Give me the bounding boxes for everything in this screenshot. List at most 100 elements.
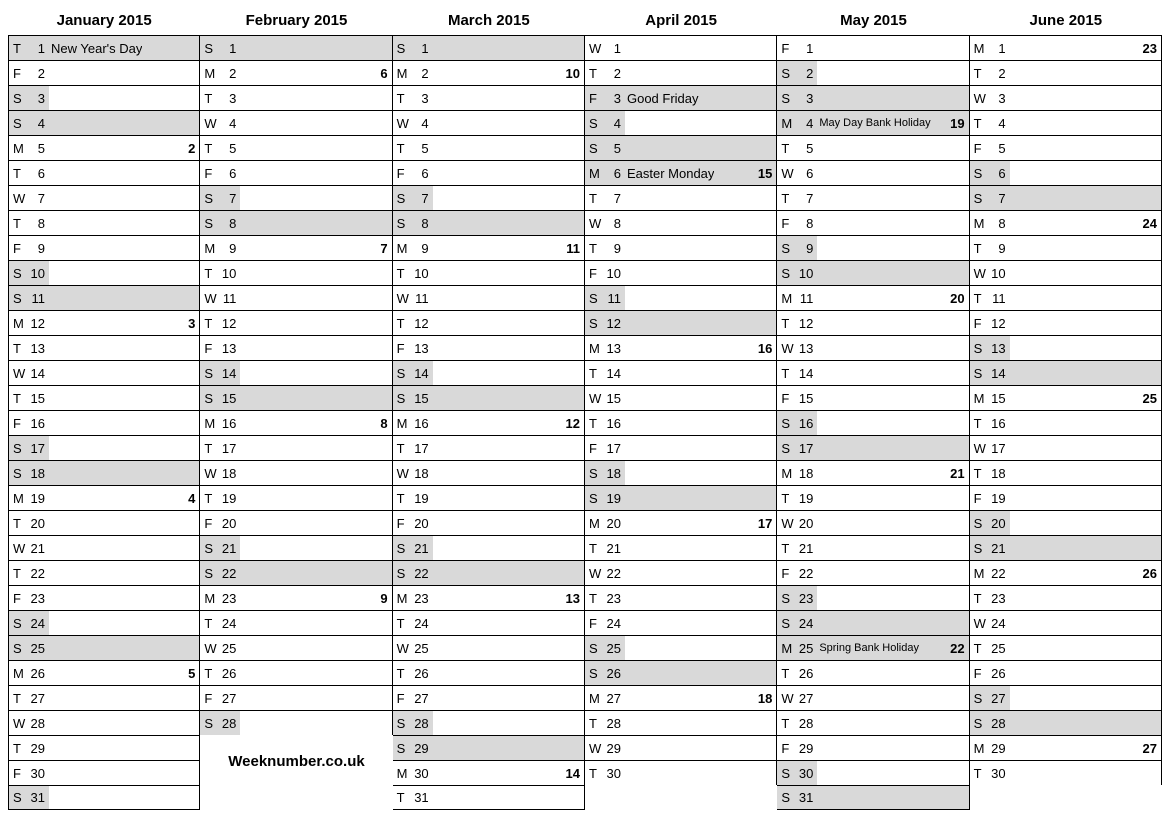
week-number: 3 xyxy=(188,316,199,331)
day-row: W18 xyxy=(200,460,392,485)
day-of-week: S xyxy=(393,366,411,381)
day-number: 20 xyxy=(988,516,1010,531)
day-row: W25 xyxy=(393,635,585,660)
day-of-week: S xyxy=(970,166,988,181)
day-number: 15 xyxy=(218,391,240,406)
day-row: F20 xyxy=(200,510,392,535)
day-of-week: T xyxy=(585,416,603,431)
day-number: 3 xyxy=(795,91,817,106)
month-column: January 2015T1New Year's DayF2S3S4M52T6W… xyxy=(8,8,200,810)
day-row: T7 xyxy=(585,185,777,210)
day-of-week: M xyxy=(585,166,603,181)
day-number: 22 xyxy=(411,566,433,581)
day-number: 23 xyxy=(27,591,49,606)
day-of-week: F xyxy=(970,491,988,506)
day-number: 14 xyxy=(603,366,625,381)
day-row: S25 xyxy=(8,635,200,660)
day-of-week: W xyxy=(200,466,218,481)
day-of-week: M xyxy=(777,466,795,481)
month-title: April 2015 xyxy=(585,8,777,35)
day-number: 2 xyxy=(218,66,240,81)
day-row: M1316 xyxy=(585,335,777,360)
day-of-week: W xyxy=(970,616,988,631)
day-row: S26 xyxy=(585,660,777,685)
day-of-week: F xyxy=(9,416,27,431)
day-number: 30 xyxy=(795,766,817,781)
day-row: S3 xyxy=(777,85,969,110)
day-row: T12 xyxy=(777,310,969,335)
day-row: F30 xyxy=(8,760,200,785)
day-row: T10 xyxy=(200,260,392,285)
day-row: F27 xyxy=(200,685,392,710)
day-of-week: T xyxy=(777,541,795,556)
day-of-week: T xyxy=(777,191,795,206)
day-number: 20 xyxy=(27,516,49,531)
day-of-week: T xyxy=(9,391,27,406)
day-row: S11 xyxy=(585,285,777,310)
day-row: S27 xyxy=(970,685,1162,710)
day-row: F20 xyxy=(393,510,585,535)
day-of-week: S xyxy=(777,591,795,606)
day-number: 4 xyxy=(218,116,240,131)
day-number: 23 xyxy=(603,591,625,606)
day-number: 29 xyxy=(795,741,817,756)
day-number: 12 xyxy=(411,316,433,331)
day-row: S7 xyxy=(393,185,585,210)
day-number: 17 xyxy=(988,441,1010,456)
day-of-week: S xyxy=(393,191,411,206)
day-number: 9 xyxy=(218,241,240,256)
day-number: 19 xyxy=(411,491,433,506)
day-row: M168 xyxy=(200,410,392,435)
day-row: S12 xyxy=(585,310,777,335)
day-row: S21 xyxy=(970,535,1162,560)
day-of-week: S xyxy=(970,716,988,731)
day-number: 17 xyxy=(218,441,240,456)
day-of-week: S xyxy=(200,716,218,731)
day-number: 3 xyxy=(988,91,1010,106)
day-row: S13 xyxy=(970,335,1162,360)
day-number: 29 xyxy=(988,741,1010,756)
day-row: M52 xyxy=(8,135,200,160)
day-number: 1 xyxy=(988,41,1010,56)
day-of-week: M xyxy=(9,666,27,681)
day-number: 7 xyxy=(218,191,240,206)
day-of-week: M xyxy=(9,316,27,331)
day-of-week: M xyxy=(970,566,988,581)
day-of-week: W xyxy=(777,166,795,181)
day-number: 9 xyxy=(603,241,625,256)
day-number: 23 xyxy=(795,591,817,606)
day-row: T28 xyxy=(777,710,969,735)
day-row: T21 xyxy=(777,535,969,560)
day-of-week: T xyxy=(777,316,795,331)
day-row: T2 xyxy=(970,60,1162,85)
day-row: M123 xyxy=(8,310,200,335)
day-row: T30 xyxy=(970,760,1162,785)
day-row: W27 xyxy=(777,685,969,710)
day-number: 27 xyxy=(795,691,817,706)
day-of-week: T xyxy=(585,591,603,606)
day-row: T7 xyxy=(777,185,969,210)
day-of-week: S xyxy=(200,191,218,206)
day-number: 15 xyxy=(603,391,625,406)
day-row: F5 xyxy=(970,135,1162,160)
day-of-week: W xyxy=(393,466,411,481)
day-of-week: M xyxy=(777,116,795,131)
day-number: 21 xyxy=(27,541,49,556)
day-row: F22 xyxy=(777,560,969,585)
day-number: 26 xyxy=(795,666,817,681)
day-row: W7 xyxy=(8,185,200,210)
week-number: 14 xyxy=(566,766,584,781)
day-of-week: F xyxy=(970,316,988,331)
day-number: 9 xyxy=(988,241,1010,256)
day-number: 7 xyxy=(795,191,817,206)
day-row: T28 xyxy=(585,710,777,735)
day-number: 24 xyxy=(795,616,817,631)
week-number: 23 xyxy=(1143,41,1161,56)
day-of-week: M xyxy=(970,391,988,406)
day-row: S2 xyxy=(777,60,969,85)
week-number: 10 xyxy=(566,66,584,81)
day-row: W11 xyxy=(200,285,392,310)
day-number: 12 xyxy=(218,316,240,331)
day-row: T22 xyxy=(8,560,200,585)
day-number: 10 xyxy=(27,266,49,281)
